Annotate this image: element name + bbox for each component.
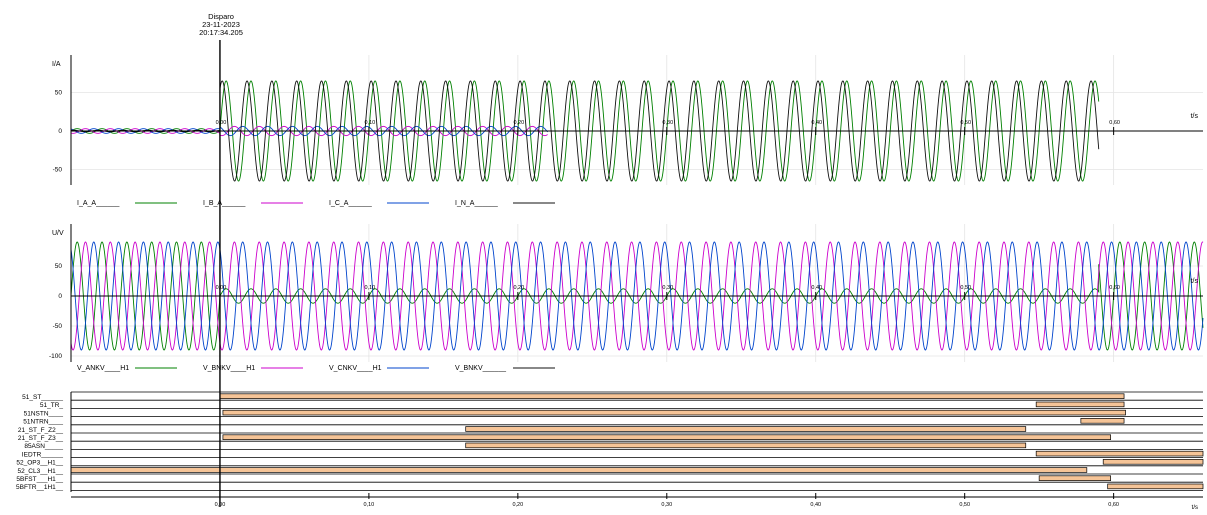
grid-layer <box>71 55 1203 362</box>
channel-label: IEDTR______ <box>22 451 64 458</box>
y-tick-label: 50 <box>55 90 63 97</box>
axis-layer <box>70 40 1203 507</box>
channel-active-bar <box>1107 483 1204 490</box>
y-tick-label: 0 <box>58 128 62 135</box>
channel-active-bar <box>1035 450 1204 457</box>
y-tick-label: 50 <box>55 263 63 270</box>
x-tick-label: 0,30 <box>662 120 673 126</box>
channel-label: 52_CL3__H1__ <box>17 468 63 475</box>
digital-x-tick-label: 0,40 <box>810 502 821 508</box>
legend-label: I_A_A______ <box>77 200 120 207</box>
channel-label: 21_ST_F_Z3__ <box>18 435 64 442</box>
x-tick-label: 0,30 <box>662 285 673 291</box>
x-tick-label: 0,20 <box>513 285 524 291</box>
channel-active-bar <box>465 426 1027 432</box>
digital-x-tick-label: 0,10 <box>364 502 375 508</box>
label-layer: 50 0 -50 0,00 0,10 0,20 0,30 0,40 0,50 0,60 I/A t/s… <box>16 61 1199 511</box>
digital-x-tick-label: 0,30 <box>661 502 672 508</box>
digital-x-tick-label: 0,00 <box>215 502 226 508</box>
channel-active-bar <box>1035 401 1125 408</box>
channel-label: 51NTRN____ <box>23 419 63 426</box>
x-tick-label: 0,10 <box>365 120 376 126</box>
x-tick-label: 0,00 <box>216 120 227 126</box>
x-tick-label: 0,50 <box>960 285 971 291</box>
channel-label: 51_ST______ <box>22 394 63 401</box>
x-tick-label: 0,10 <box>365 285 376 291</box>
channel-active-bar <box>465 442 1027 449</box>
x-tick-label: 0,20 <box>513 120 524 126</box>
channel-label: 85ASN_____ <box>24 443 63 450</box>
channel-active-bar <box>70 467 1088 473</box>
series-layer <box>70 80 1204 490</box>
channel-active-bar <box>222 409 1126 416</box>
x-tick-label: 0,00 <box>216 285 227 291</box>
y-tick-label: 0 <box>58 293 62 300</box>
trigger-date: 23-11-2023 <box>202 20 240 29</box>
legend-label: I_B_A______ <box>203 200 246 207</box>
x-axis-title: t/s <box>1191 113 1199 120</box>
channel-label: 21_ST_F_Z2__ <box>18 427 64 434</box>
x-tick-label: 0,60 <box>1109 285 1120 291</box>
y-tick-label: -50 <box>53 323 63 330</box>
legend-label: I_C_A______ <box>329 200 372 207</box>
x-axis-title: t/s <box>1191 278 1199 285</box>
digital-x-tick-label: 0,50 <box>959 502 970 508</box>
channel-label: 5BFST___H1__ <box>16 476 63 483</box>
series-line-4 <box>70 80 1100 182</box>
channel-active-bar <box>222 434 1112 440</box>
y-tick-label: -50 <box>53 167 63 174</box>
trigger-label: Disparo <box>208 12 234 21</box>
legend-label: V_BNKV______ <box>455 365 506 372</box>
trigger-marker[interactable]: Disparo 23-11-2023 20:17:34.205 <box>199 12 243 37</box>
series-line-3 <box>70 125 548 137</box>
x-tick-label: 0,40 <box>811 285 822 291</box>
legend-label: V_ANKV____H1 <box>77 365 129 372</box>
channel-label: 51NSTN____ <box>24 410 64 417</box>
series-line-2 <box>70 241 1204 351</box>
channel-label: 5BFTR__1H1__ <box>16 484 63 491</box>
legend-label: V_BNKV____H1 <box>203 365 255 372</box>
legend-label: I_N_A______ <box>455 200 498 207</box>
digital-x-axis-title: t/s <box>1192 505 1198 510</box>
x-tick-label: 0,50 <box>960 120 971 126</box>
y-axis-title: U/V <box>52 230 64 237</box>
channel-label: 51_TR_ <box>40 402 64 409</box>
y-axis-title: I/A <box>52 61 61 68</box>
x-tick-label: 0,40 <box>811 120 822 126</box>
channel-label: 52_OP3__H1__ <box>16 460 63 467</box>
y-tick-label: -100 <box>49 353 62 360</box>
channel-active-bar <box>1080 418 1125 424</box>
channel-active-bar <box>1102 459 1204 465</box>
x-tick-label: 0,60 <box>1109 120 1120 126</box>
series-line-2 <box>70 125 548 137</box>
channel-active-bar <box>1038 475 1112 481</box>
digital-x-tick-label: 0,60 <box>1108 502 1119 508</box>
legend-label: V_CNKV____H1 <box>329 365 382 372</box>
trigger-time: 20:17:34.205 <box>199 28 243 37</box>
digital-x-tick-label: 0,20 <box>512 502 523 508</box>
series-line-3 <box>70 241 1204 351</box>
channel-active-bar <box>219 393 1125 399</box>
